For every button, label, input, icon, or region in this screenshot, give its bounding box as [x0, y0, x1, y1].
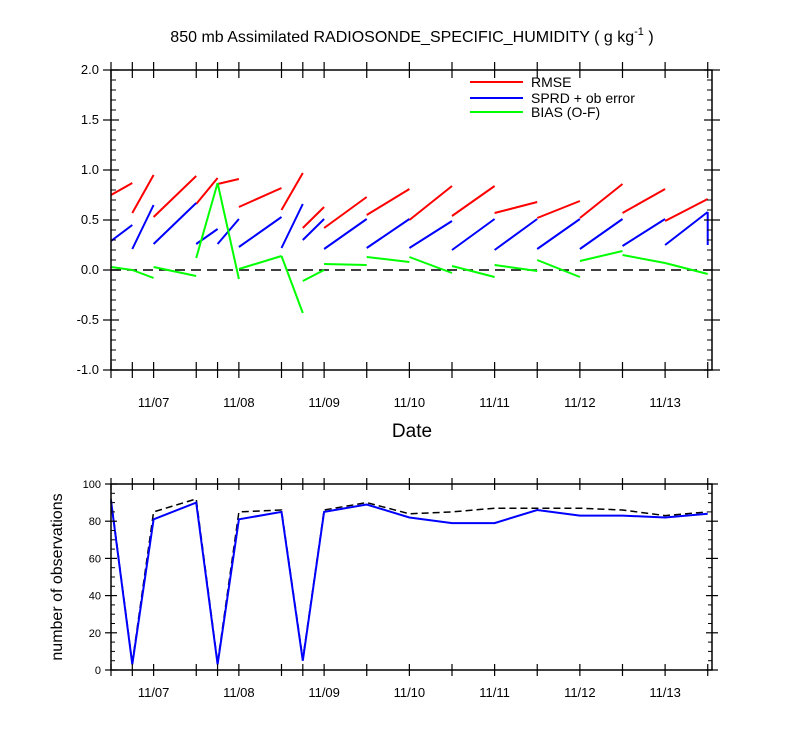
bias-segment [238, 255, 282, 270]
bottom-x-tick-label: 11/09 [308, 685, 340, 700]
top-x-tick-label: 11/10 [394, 395, 426, 410]
legend-sprd-label: SPRD + ob error [531, 90, 635, 106]
sprd-segment [451, 218, 496, 251]
bottom-y-tick-label: 40 [89, 591, 101, 603]
bottom-y-tick-label: 80 [89, 516, 101, 528]
rmse-segment [131, 174, 155, 214]
top-y-tick-label: 1.0 [81, 162, 99, 177]
bias-segment [302, 269, 325, 282]
sprd-segment [366, 218, 410, 249]
rmse-segment [217, 178, 240, 185]
series-sprd [110, 202, 709, 251]
top-x-tick-label: 11/09 [308, 395, 340, 410]
rmse-segment [302, 206, 325, 229]
top-x-tick-label: 11/11 [479, 395, 510, 410]
legend-rmse-label: RMSE [531, 74, 571, 90]
sprd-segment [664, 211, 709, 246]
chart-title: 850 mb Assimilated RADIOSONDE_SPECIFIC_H… [170, 26, 653, 46]
rmse-segment [152, 175, 197, 218]
total-observations-line [110, 497, 708, 663]
bias-segment [366, 256, 410, 263]
chart-title-main: 850 mb Assimilated RADIOSONDE_SPECIFIC_H… [170, 29, 634, 46]
top-plot-axes: -1.0 -0.5 0.0 0.5 1.0 1.5 2.0 11/07 11/08 11/09 11… [77, 62, 720, 410]
sprd-segment [195, 228, 219, 245]
bias-segment [664, 262, 708, 275]
rmse-segment [494, 201, 538, 214]
bias-segment [622, 254, 666, 264]
bias-segment [216, 182, 240, 280]
legend-bias-label: BIAS (O-F) [531, 104, 600, 120]
bottom-x-tick-label: 11/13 [649, 685, 681, 700]
sprd-segment [131, 204, 155, 250]
bottom-x-tick-label: 11/12 [564, 685, 596, 700]
legend: RMSE SPRD + ob error BIAS (O-F) [470, 74, 635, 120]
bias-segment [110, 266, 133, 271]
sprd-segment [494, 218, 538, 251]
bias-segment [131, 269, 154, 279]
top-y-tick-label: -1.0 [77, 362, 99, 377]
chart-title-superscript: -1 [634, 26, 644, 38]
rmse-segment [195, 177, 219, 205]
top-y-tick-label: 1.5 [81, 112, 99, 127]
bias-segment [451, 265, 495, 278]
top-x-tick-label: 11/07 [138, 395, 170, 410]
chart-title-end: ) [644, 29, 654, 46]
sprd-segment [536, 218, 581, 250]
bias-segment [280, 255, 304, 314]
bias-segment [195, 182, 219, 259]
top-y-tick-label: 0.5 [81, 212, 99, 227]
bias-segment [494, 264, 538, 272]
bias-segment [153, 266, 197, 277]
series-bias [110, 182, 708, 314]
sprd-segment [323, 218, 368, 250]
sprd-segment [238, 216, 283, 248]
rmse-segment [110, 182, 133, 196]
top-x-tick-label: 11/08 [223, 395, 255, 410]
top-plot-series [110, 172, 709, 314]
sprd-segment [152, 202, 197, 245]
sprd-segment [110, 224, 133, 242]
rmse-segment [579, 183, 624, 219]
assimilated-observations-line [110, 500, 708, 665]
bias-segment [409, 256, 453, 274]
top-y-tick-label: 2.0 [81, 62, 99, 77]
bottom-y-tick-label: 20 [89, 628, 101, 640]
sprd-segment [621, 218, 666, 247]
series-rmse [110, 172, 709, 229]
top-x-tick-label: 11/12 [564, 395, 596, 410]
bottom-y-tick-label: 0 [95, 665, 101, 677]
bottom-x-tick-label: 11/10 [394, 685, 426, 700]
top-x-axis-label: Date [392, 421, 432, 442]
sprd-segment [408, 220, 453, 249]
rmse-segment [451, 185, 496, 217]
top-y-tick-label: -0.5 [77, 312, 99, 327]
bias-segment [324, 263, 367, 266]
rmse-segment [408, 185, 453, 221]
sprd-segment [280, 203, 304, 249]
bottom-x-tick-label: 11/11 [479, 685, 510, 700]
sprd-segment [579, 218, 624, 250]
bottom-y-axis-label: number of observations [49, 493, 66, 660]
bottom-x-tick-label: 11/07 [138, 685, 170, 700]
rmse-segment [323, 196, 368, 229]
top-x-tick-label: 11/13 [649, 395, 681, 410]
bottom-x-tick-label: 11/08 [223, 685, 255, 700]
bias-segment [536, 259, 581, 278]
bias-segment [579, 250, 623, 262]
rmse-segment [536, 200, 581, 219]
rmse-segment [664, 198, 709, 222]
bottom-y-tick-label: 60 [89, 553, 101, 565]
bottom-frame [110, 483, 713, 671]
top-y-tick-label: 0.0 [81, 262, 99, 277]
rmse-segment [622, 188, 666, 214]
rmse-segment [280, 172, 304, 211]
rmse-segment [238, 187, 282, 208]
bottom-y-tick-label: 100 [83, 479, 101, 491]
sprd-segment [302, 218, 325, 241]
bottom-plot-series [110, 497, 708, 665]
rmse-segment [366, 188, 410, 216]
bottom-plot-axes: 0 20 40 60 80 100 11/07 11/08 11/09 11/10 11/11 11/… [83, 478, 718, 700]
